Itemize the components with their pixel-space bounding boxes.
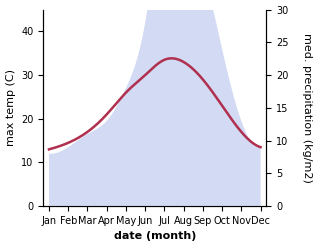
X-axis label: date (month): date (month) — [114, 231, 196, 242]
Y-axis label: med. precipitation (kg/m2): med. precipitation (kg/m2) — [302, 33, 313, 183]
Y-axis label: max temp (C): max temp (C) — [5, 69, 16, 146]
